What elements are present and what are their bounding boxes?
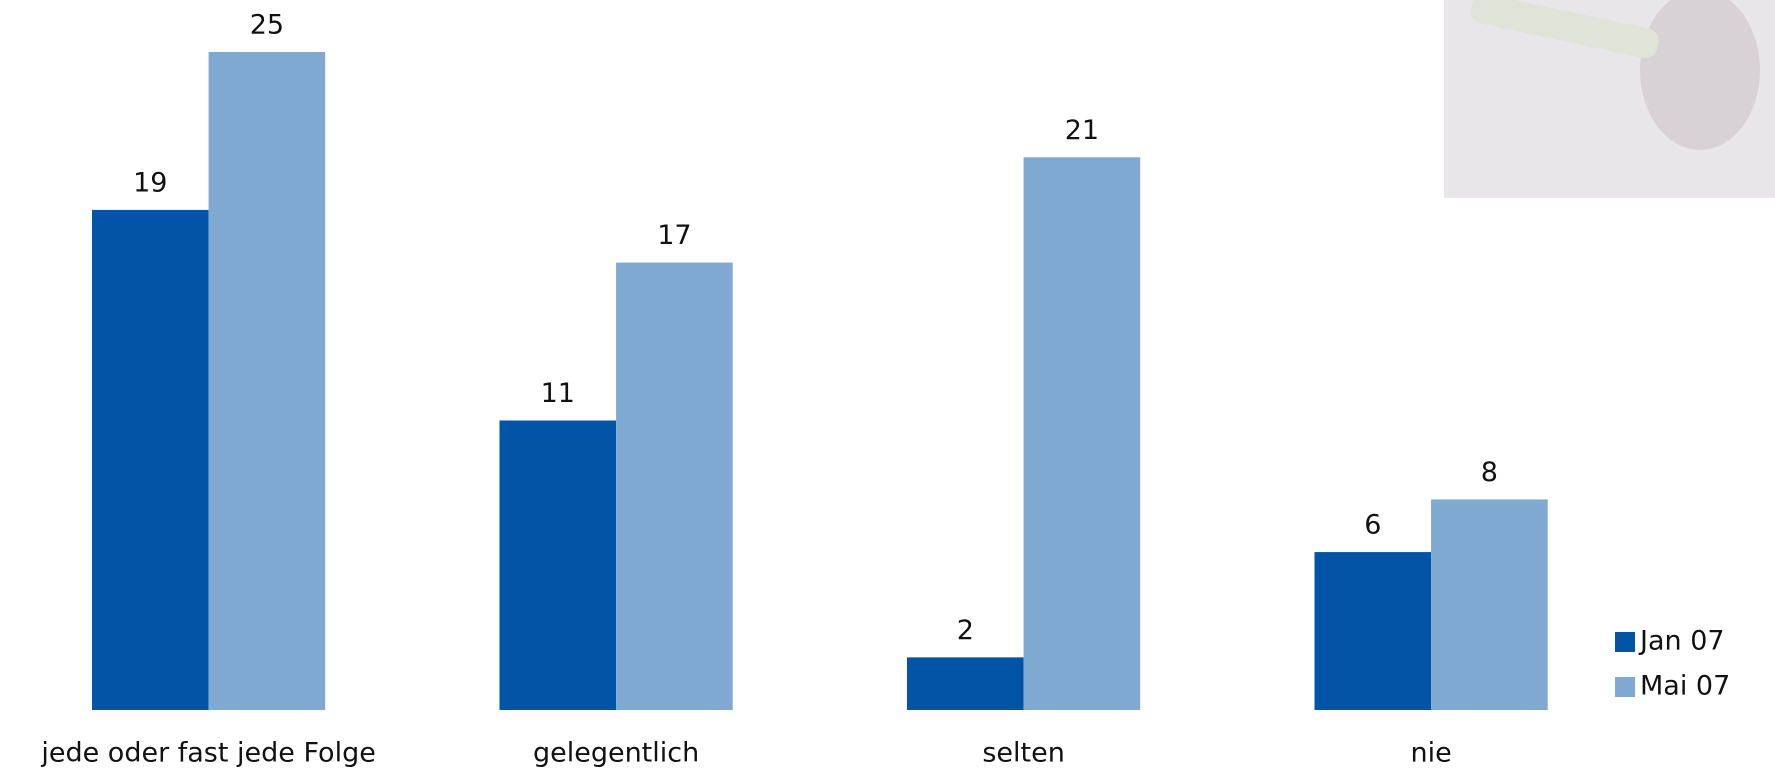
value-label: 11 (541, 378, 575, 409)
value-label: 19 (133, 167, 167, 198)
legend-label: Mai 07 (1640, 671, 1730, 702)
legend-swatch (1615, 677, 1635, 697)
bar (1314, 552, 1432, 710)
bar (1023, 157, 1141, 710)
x-tick-label: selten (982, 738, 1065, 769)
bar (499, 420, 617, 710)
x-tick-label: nie (1410, 738, 1451, 769)
value-label: 8 (1481, 457, 1498, 488)
value-label: 21 (1065, 115, 1099, 146)
x-tick-label: gelegentlich (533, 738, 699, 769)
photo-bottle (1471, 0, 1659, 59)
x-tick-label: jede oder fast jede Folge (40, 738, 375, 769)
photo (1444, 0, 1775, 198)
value-label: 25 (250, 10, 284, 41)
bar (1431, 499, 1548, 710)
legend-swatch (1615, 632, 1635, 652)
bar (907, 657, 1024, 710)
value-label: 2 (957, 615, 974, 646)
bar (208, 52, 326, 710)
photo-figure (1640, 0, 1760, 150)
value-label: 6 (1364, 510, 1381, 541)
legend-label: Jan 07 (1638, 626, 1725, 657)
value-label: 17 (657, 220, 691, 251)
bar (92, 209, 209, 711)
bar (616, 262, 733, 710)
